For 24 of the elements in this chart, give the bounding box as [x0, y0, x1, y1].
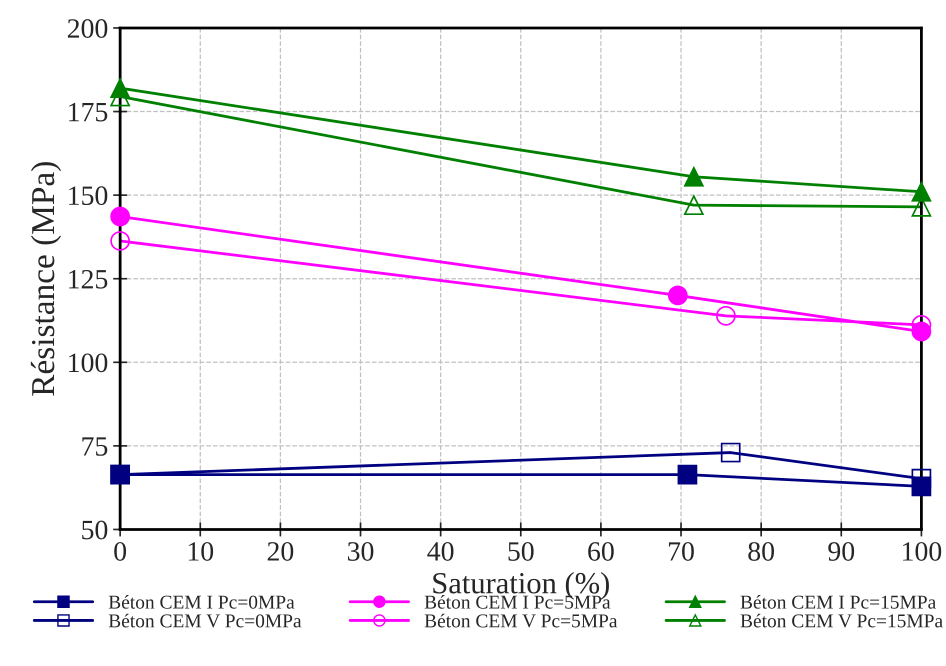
- y-tick-label: 125: [69, 270, 108, 289]
- y-tick-label: 200: [68, 19, 108, 38]
- x-tick-label: 60: [588, 542, 614, 561]
- y-tick-label: 50: [82, 520, 108, 540]
- y-tick-label: 75: [82, 437, 108, 456]
- x-tick-label: 10: [188, 542, 214, 561]
- y-tick-label: 100: [69, 353, 108, 372]
- y-tick-label: 150: [69, 186, 108, 206]
- x-tick-label: 100: [903, 542, 942, 561]
- legend-label: Béton CEM I Pc=15MPa: [740, 595, 936, 609]
- legend-label: Béton CEM I Pc=0MPa: [108, 595, 294, 609]
- y-axis-title: Résistance (MPa): [30, 162, 62, 396]
- x-tick-label: 40: [427, 542, 454, 561]
- legend-label: Béton CEM V Pc=0MPa: [108, 614, 302, 628]
- x-tick-label: 20: [268, 542, 294, 561]
- legend-label: Béton CEM V Pc=5MPa: [424, 614, 618, 628]
- x-tick-label: 50: [508, 542, 534, 561]
- x-tick-label: 90: [828, 542, 854, 561]
- y-tick-label: 175: [69, 102, 108, 122]
- x-tick-label: 30: [348, 542, 374, 561]
- legend-label: Béton CEM V Pc=15MPa: [740, 614, 943, 628]
- x-tick-label: 70: [668, 542, 694, 561]
- x-tick-label: 0: [114, 542, 126, 561]
- x-tick-label: 80: [748, 542, 774, 561]
